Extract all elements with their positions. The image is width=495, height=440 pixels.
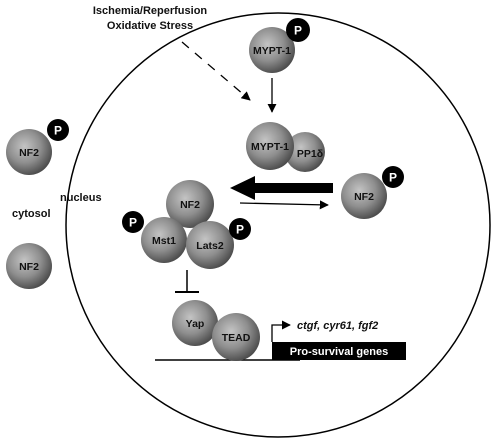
svg-text:Lats2: Lats2 bbox=[196, 240, 224, 252]
thin-phosphorylation-arrow bbox=[239, 200, 329, 210]
phospho-badge-nf2-right: P bbox=[382, 166, 404, 188]
thick-dephosphorylation-arrow bbox=[230, 176, 333, 200]
svg-text:Yap: Yap bbox=[186, 318, 205, 330]
svg-text:MYPT-1: MYPT-1 bbox=[251, 141, 289, 153]
cytosol-label: cytosol bbox=[12, 208, 51, 220]
stimulus-label-line2: Oxidative Stress bbox=[107, 20, 193, 32]
mypt1-molecule-complex: MYPT-1 bbox=[246, 122, 294, 170]
stimulus-dashed-arrow bbox=[181, 41, 251, 101]
svg-text:NF2: NF2 bbox=[19, 261, 39, 273]
inhibition-symbol bbox=[175, 270, 199, 293]
phospho-badge-lats2: P bbox=[229, 218, 251, 240]
yap-molecule: Yap bbox=[172, 300, 218, 346]
nucleus-label: nucleus bbox=[60, 192, 102, 204]
nucleus-boundary bbox=[65, 12, 491, 438]
mst1-molecule: Mst1 bbox=[141, 217, 187, 263]
svg-text:P: P bbox=[294, 24, 302, 38]
svg-text:P: P bbox=[389, 171, 397, 185]
svg-text:TEAD: TEAD bbox=[222, 332, 251, 344]
svg-text:Mst1: Mst1 bbox=[152, 235, 176, 247]
phospho-badge-mypt1: P bbox=[286, 18, 310, 42]
svg-text:NF2: NF2 bbox=[180, 199, 200, 211]
pro-survival-genes-box bbox=[272, 342, 406, 360]
phospho-badge-mst1: P bbox=[122, 211, 144, 233]
transcription-start-arrow bbox=[271, 320, 291, 342]
lats2-molecule: Lats2 bbox=[186, 221, 234, 269]
svg-text:PP1δ: PP1δ bbox=[297, 148, 323, 160]
svg-text:P: P bbox=[129, 216, 137, 230]
svg-text:P: P bbox=[236, 223, 244, 237]
nf2-cytosol-top: NF2 bbox=[6, 129, 52, 175]
phospho-badge-nf2-cytosol: P bbox=[47, 119, 69, 141]
mypt1-molecule-top: MYPT-1 bbox=[249, 27, 295, 73]
pro-survival-genes-label: Pro-survival genes bbox=[290, 346, 388, 358]
svg-text:MYPT-1: MYPT-1 bbox=[253, 45, 291, 57]
svg-text:P: P bbox=[54, 124, 62, 138]
svg-text:NF2: NF2 bbox=[354, 191, 374, 203]
nf2-complex-molecule: NF2 bbox=[166, 180, 214, 228]
svg-text:NF2: NF2 bbox=[19, 147, 39, 159]
nf2-cytosol-bottom: NF2 bbox=[6, 243, 52, 289]
tead-molecule: TEAD bbox=[212, 313, 260, 361]
pp1d-molecule: PP1δ bbox=[285, 132, 325, 172]
nf2-molecule-right: NF2 bbox=[341, 173, 387, 219]
stimulus-label-line1: Ischemia/Reperfusion bbox=[93, 5, 208, 17]
target-genes-label: ctgf, cyr61, fgf2 bbox=[297, 320, 378, 332]
